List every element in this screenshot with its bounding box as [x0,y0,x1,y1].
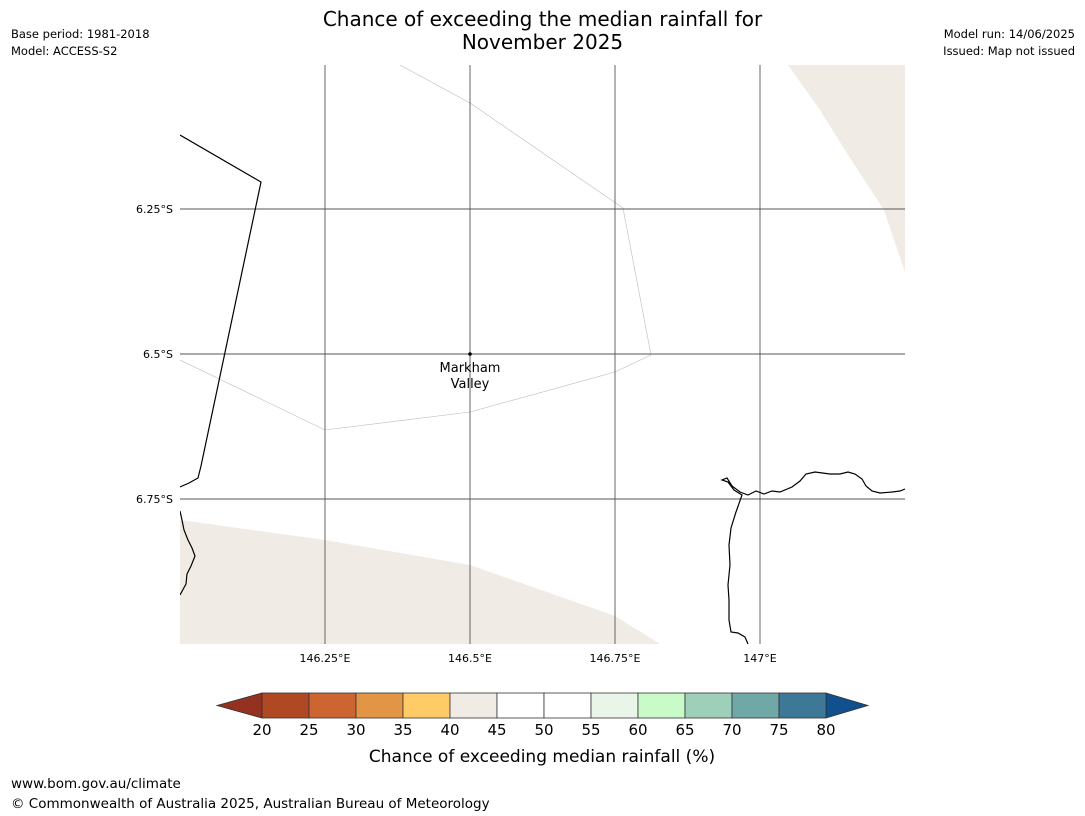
colorbar-tick-label: 25 [299,721,318,739]
colorbar-extend-high [825,692,870,719]
lat-label-6-5: 6.5°S [143,348,173,361]
place-label-line-1: Markham [440,361,501,376]
model-name: Model: ACCESS-S2 [11,44,118,58]
colorbar-tick-label: 45 [487,721,506,739]
colorbar-tick-label: 80 [816,721,835,739]
colorbar-swatch [308,692,357,719]
footer-url[interactable]: www.bom.gov.au/climate [11,776,181,792]
coastline-east [720,471,905,644]
shaded-area-southwest [180,520,660,644]
lon-label-146-5: 146.5°E [448,652,492,665]
colorbar-swatch [731,692,780,719]
colorbar-tick-label: 40 [440,721,459,739]
colorbar-tick-label: 30 [346,721,365,739]
colorbar-title: Chance of exceeding median rainfall (%) [369,747,715,767]
model-run-date: Model run: 14/06/2025 [943,27,1075,41]
colorbar-swatch [778,692,827,719]
colorbar-tick-label: 50 [534,721,553,739]
colorbar-swatch [637,692,686,719]
district-boundary [180,65,652,431]
issue-status: Issued: Map not issued [943,44,1075,58]
colorbar-extend-low [215,692,263,719]
colorbar-tick-label: 55 [581,721,600,739]
title-line-1: Chance of exceeding the median rainfall … [322,7,763,31]
graticule [180,65,905,644]
colorbar-swatch [543,692,592,719]
colorbar-tick-label: 75 [769,721,788,739]
base-period: Base period: 1981-2018 [11,27,150,41]
run-info: Model run: 14/06/2025 Issued: Map not is… [943,26,1075,60]
colorbar-swatch [449,692,498,719]
title-line-2: November 2025 [461,30,624,54]
colorbar-tick-label: 65 [675,721,694,739]
colorbar-tick-label: 35 [393,721,412,739]
colorbar-swatch [496,692,545,719]
place-label-line-2: Valley [451,377,490,392]
lon-label-146-25: 146.25°E [300,652,351,665]
lon-label-146-75: 146.75°E [590,652,641,665]
colorbar-tick-label: 60 [628,721,647,739]
colorbar-swatch [261,692,310,719]
colorbar-tick-label: 20 [252,721,271,739]
footer: www.bom.gov.au/climate © Commonwealth of… [11,774,490,814]
colorbar-swatch [402,692,451,719]
colorbar-tick-label: 70 [722,721,741,739]
footer-copyright: © Commonwealth of Australia 2025, Austra… [11,796,490,812]
colorbar-swatch [590,692,639,719]
colorbar-swatch [355,692,404,719]
colorbar-swatch [684,692,733,719]
place-marker[interactable] [468,352,472,356]
coastline-southwest [180,510,196,596]
lon-label-147: 147°E [743,652,776,665]
shaded-area-northeast [788,65,905,272]
model-info: Base period: 1981-2018 Model: ACCESS-S2 [11,26,150,60]
lat-label-6-75: 6.75°S [136,493,173,506]
border-line-west [180,134,262,488]
lat-label-6-25: 6.25°S [136,203,173,216]
map-title: Chance of exceeding the median rainfall … [0,8,1085,54]
colorbar: 20 25 30 35 40 45 50 55 60 65 70 75 80 [215,692,870,739]
map-panel[interactable]: Markham Valley [180,65,905,644]
